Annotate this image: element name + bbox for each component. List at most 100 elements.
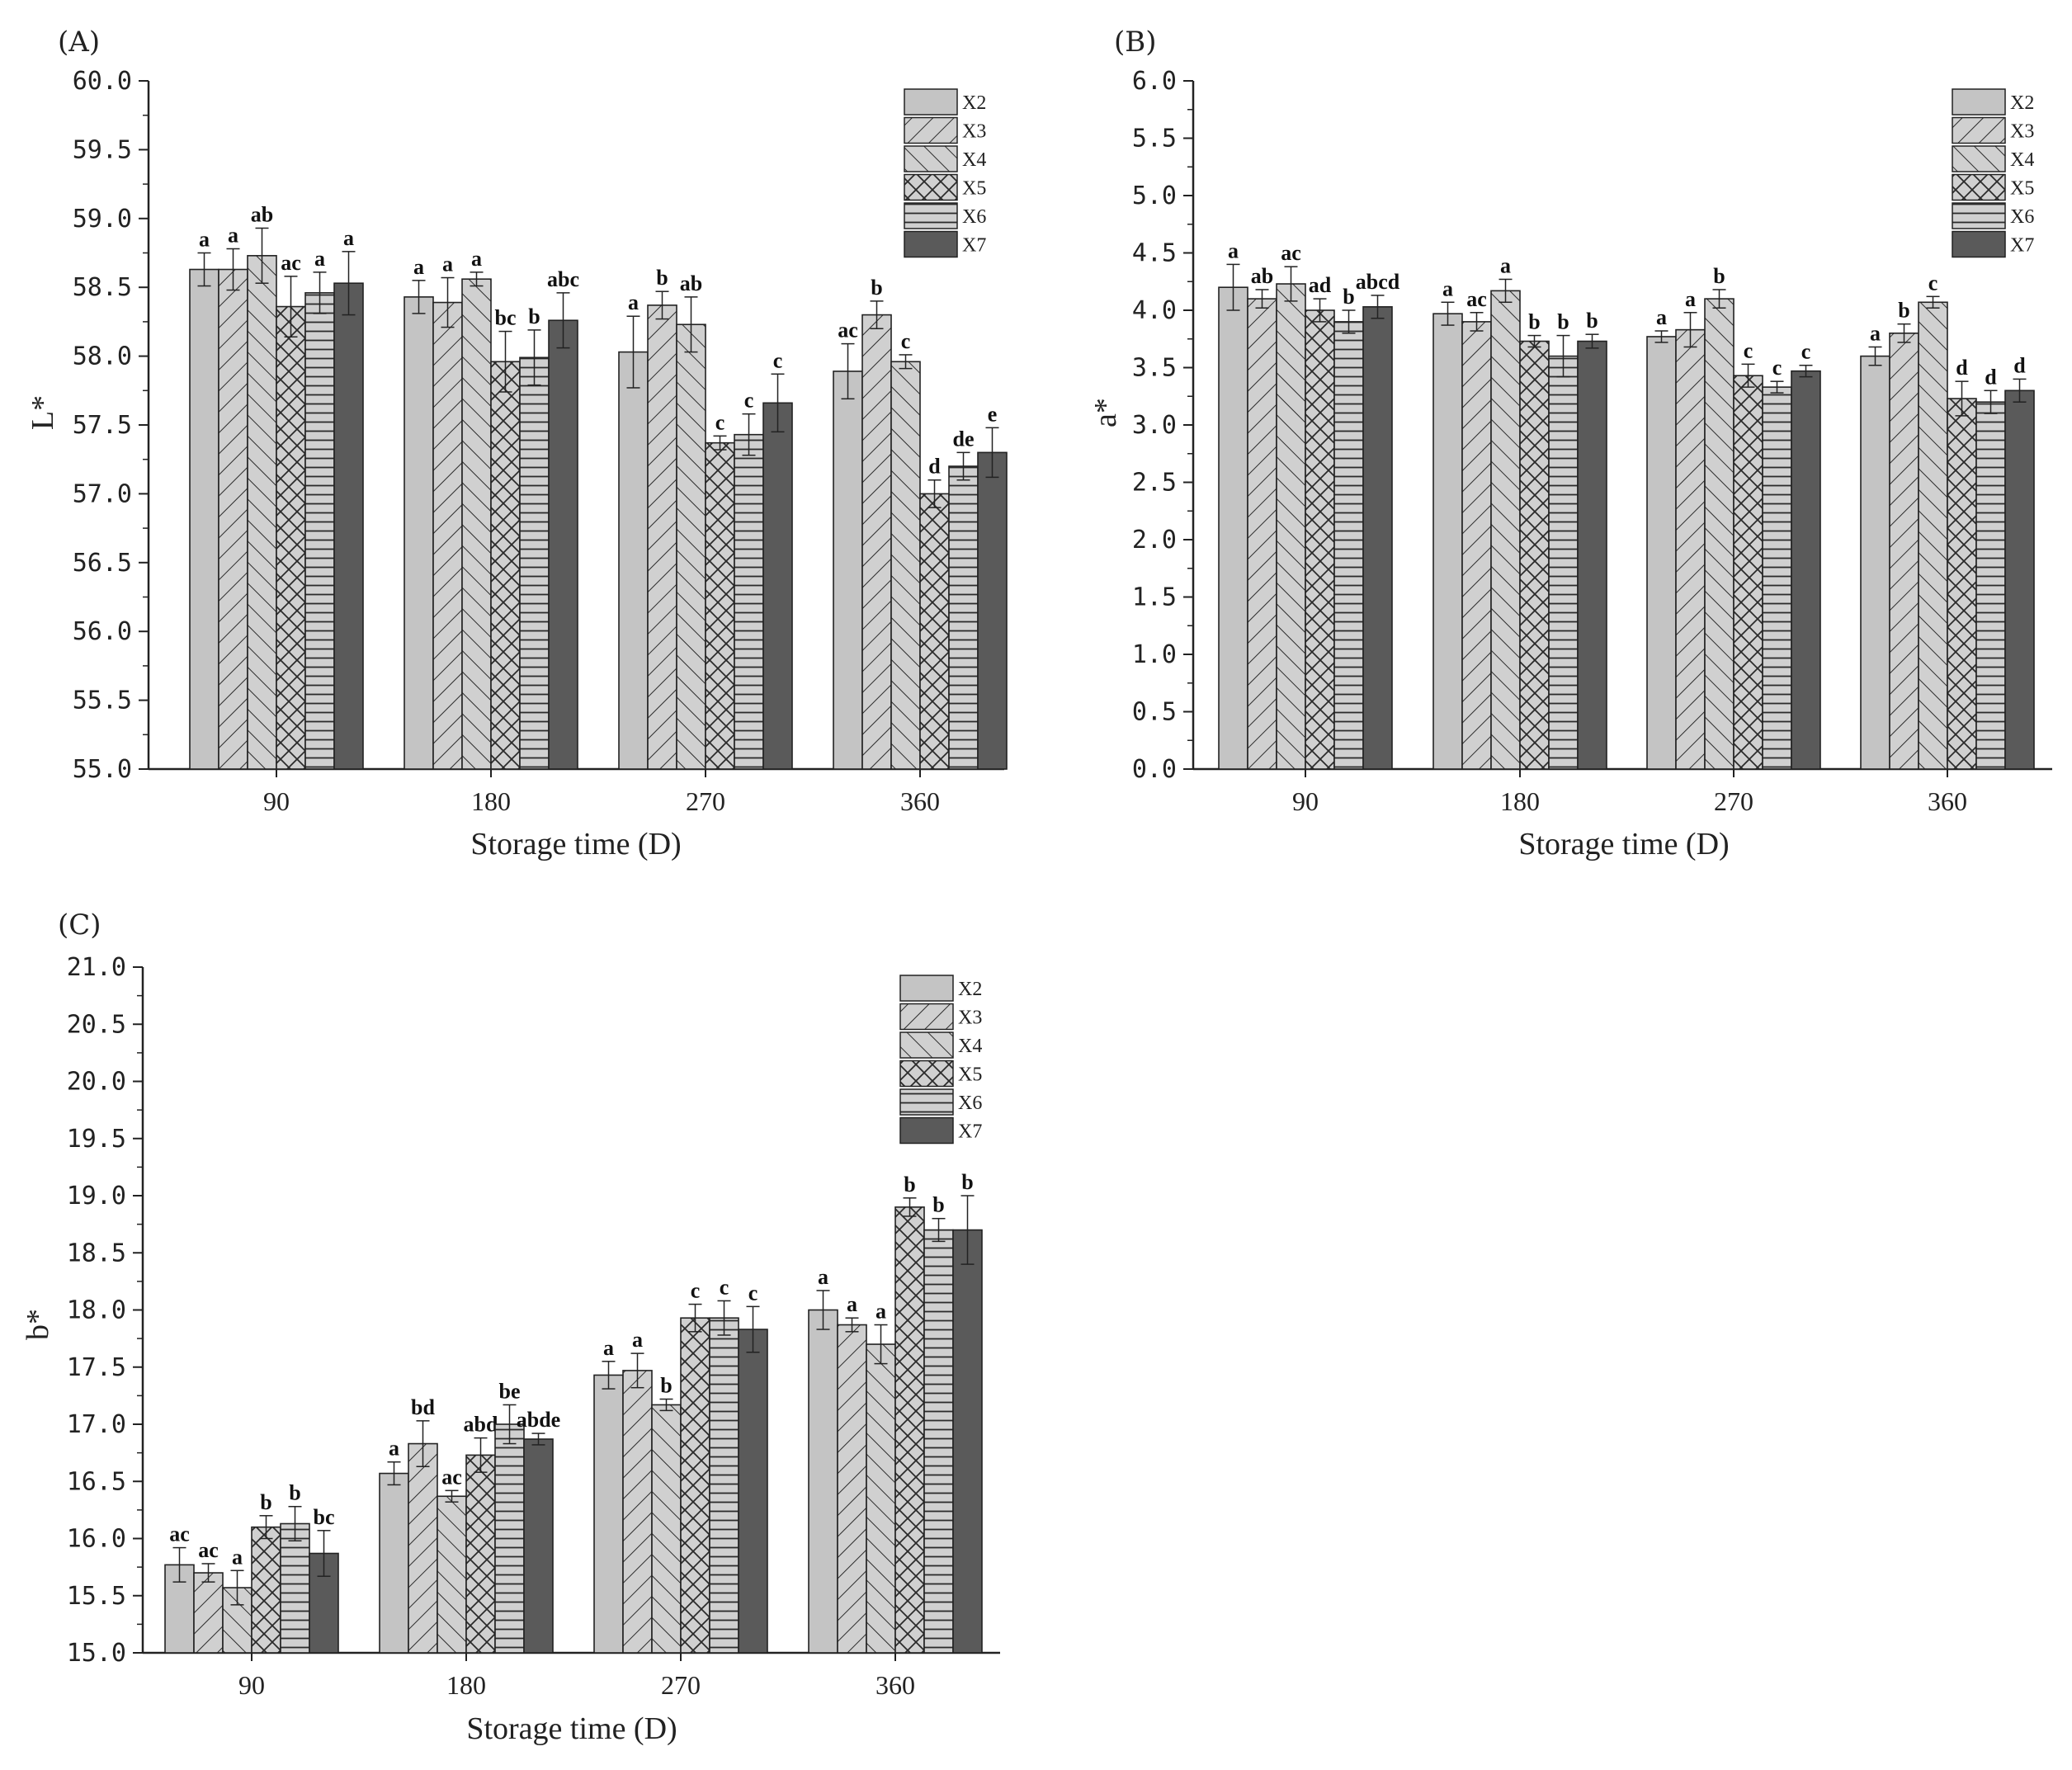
y-tick-label: 5.5 [1132, 125, 1177, 153]
significance-label: de [953, 427, 975, 451]
significance-label: d [2013, 353, 2026, 377]
x-tick-label: 270 [661, 1670, 701, 1700]
y-tick-label: 56.5 [73, 549, 132, 578]
y-tick-label: 59.5 [73, 135, 132, 164]
y-tick-label: 57.0 [73, 479, 132, 508]
bar-x3 [1675, 328, 1706, 770]
significance-label: abc [547, 267, 579, 291]
significance-label: a [876, 1300, 886, 1324]
legend-label: X4 [2010, 149, 2034, 171]
y-tick-label: 19.5 [67, 1125, 126, 1154]
y-tick-label: 16.0 [67, 1525, 126, 1554]
bar-x7 [762, 402, 793, 770]
bar-x7 [977, 451, 1008, 770]
bar-x5 [1519, 340, 1550, 770]
y-axis-label: a* [1088, 398, 1123, 427]
significance-label: b [656, 266, 668, 290]
y-tick-label: 19.0 [67, 1182, 126, 1211]
panel-c: (C) b* Storage time (D) 15.0 15.5 16.0 16.5… [21, 909, 1000, 1746]
significance-label: abde [517, 1408, 560, 1432]
bar-x5 [490, 361, 521, 770]
bar-x7 [523, 1438, 554, 1654]
bar-x3 [218, 268, 248, 770]
bar-x3 [432, 301, 463, 770]
y-tick-label: 1.5 [1132, 583, 1177, 612]
significance-label: ac [838, 319, 858, 342]
legend-swatch-x5 [1952, 173, 2006, 201]
y-tick-label: 5.0 [1132, 182, 1177, 210]
x-tick-label: 360 [876, 1670, 915, 1700]
legend-label: X6 [2010, 206, 2034, 228]
bar-x6 [923, 1229, 954, 1654]
legend-swatch-x7 [899, 1116, 954, 1145]
panel-label: (C) [58, 909, 101, 942]
bar-x2 [1218, 286, 1248, 770]
bar-x7 [1577, 340, 1607, 770]
y-tick-label: 56.0 [73, 617, 132, 646]
x-tick-label: 270 [686, 786, 725, 816]
bar-x5 [919, 493, 950, 770]
bar-x6 [1548, 355, 1579, 770]
significance-label: a [847, 1292, 857, 1316]
significance-label: ab [251, 202, 273, 226]
legend-swatch-x2 [1952, 88, 2006, 116]
significance-label: b [904, 1173, 915, 1197]
significance-label: ac [1466, 287, 1487, 311]
bar-x5 [1947, 398, 1977, 770]
bar-x4 [1490, 290, 1521, 770]
significance-label: b [1557, 310, 1569, 334]
legend-label: X7 [958, 1121, 982, 1143]
significance-label: b [660, 1374, 672, 1398]
legend-swatch-x7 [904, 230, 958, 258]
bar-x7 [952, 1229, 983, 1654]
significance-label: b [932, 1193, 944, 1217]
y-tick-label: 17.0 [67, 1410, 126, 1439]
bar-x6 [948, 465, 979, 770]
bar-x7 [1791, 370, 1821, 770]
y-axis-label: b* [21, 1309, 55, 1340]
significance-label: c [773, 348, 783, 372]
y-tick-label: 21.0 [67, 953, 126, 982]
significance-label: d [1956, 356, 1968, 380]
significance-label: a [442, 253, 453, 276]
legend-swatch-x2 [904, 88, 958, 116]
x-tick-label: 360 [900, 786, 940, 816]
bar-x2 [1860, 355, 1890, 770]
bar-x4 [247, 255, 277, 770]
significance-label: a [818, 1265, 828, 1289]
significance-label: ad [1309, 273, 1332, 297]
x-tick-label: 90 [263, 786, 290, 816]
legend-swatch-x3 [899, 1003, 954, 1031]
legend-label: X5 [958, 1064, 982, 1086]
legend-swatch-x4 [899, 1031, 954, 1059]
bar-x4 [866, 1343, 896, 1654]
significance-label: a [1228, 238, 1239, 262]
legend-label: X6 [962, 206, 986, 228]
y-tick-label: 15.0 [67, 1639, 126, 1668]
bar-x3 [1461, 321, 1492, 770]
x-axis-label: Storage time (D) [470, 827, 681, 861]
significance-label: bd [411, 1395, 435, 1419]
bar-x2 [189, 268, 219, 770]
bar-x4 [651, 1404, 682, 1654]
x-tick-label: 180 [471, 786, 511, 816]
legend-swatch-x4 [904, 145, 958, 172]
bar-x6 [519, 356, 550, 770]
significance-label: abd [464, 1413, 498, 1437]
x-axis-label: Storage time (D) [1518, 827, 1729, 861]
legend-label: X7 [2010, 235, 2034, 257]
bar-x7 [738, 1329, 768, 1654]
y-tick-label: 20.5 [67, 1010, 126, 1039]
y-tick-label: 58.5 [73, 273, 132, 302]
y-axis-label: L* [26, 395, 60, 430]
x-tick-label: 270 [1714, 786, 1753, 816]
y-tick-label: 18.0 [67, 1296, 126, 1325]
x-axis-label: Storage time (D) [466, 1711, 677, 1746]
legend-swatch-x4 [1952, 145, 2006, 172]
y-tick-label: 20.0 [67, 1068, 126, 1097]
significance-label: a [314, 247, 325, 271]
legend-label: X7 [962, 235, 986, 257]
significance-label: b [289, 1481, 300, 1505]
legend-label: X3 [2010, 121, 2034, 143]
bar-x5 [894, 1206, 925, 1654]
